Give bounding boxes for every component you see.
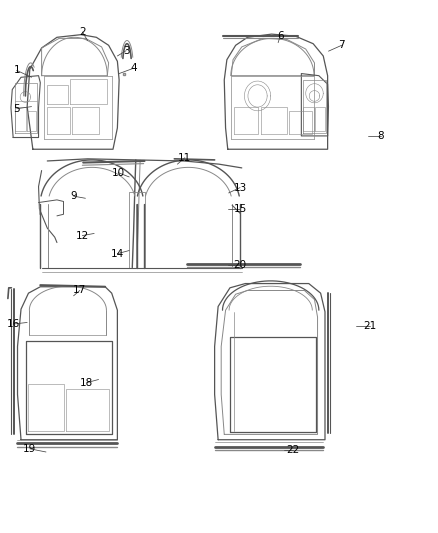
Text: 20: 20	[233, 261, 247, 270]
Text: 10: 10	[112, 168, 125, 177]
Text: 3: 3	[123, 46, 130, 55]
Text: 2: 2	[79, 27, 86, 37]
Text: 18: 18	[80, 378, 93, 387]
Text: 6: 6	[277, 31, 284, 41]
Text: 11: 11	[178, 153, 191, 163]
Text: 4: 4	[130, 63, 137, 73]
Text: 19: 19	[23, 444, 36, 454]
Text: 17: 17	[73, 286, 86, 295]
Text: 1: 1	[13, 66, 20, 75]
Text: 21: 21	[364, 321, 377, 331]
Text: 12: 12	[76, 231, 89, 240]
Text: 22: 22	[286, 446, 299, 455]
Text: 9: 9	[70, 191, 77, 201]
Text: 8: 8	[378, 131, 385, 141]
Text: 5: 5	[13, 104, 20, 114]
Text: 15: 15	[233, 204, 247, 214]
Text: 13: 13	[233, 183, 247, 192]
Text: 7: 7	[338, 41, 345, 50]
Text: 16: 16	[7, 319, 20, 329]
Text: 14: 14	[111, 249, 124, 259]
